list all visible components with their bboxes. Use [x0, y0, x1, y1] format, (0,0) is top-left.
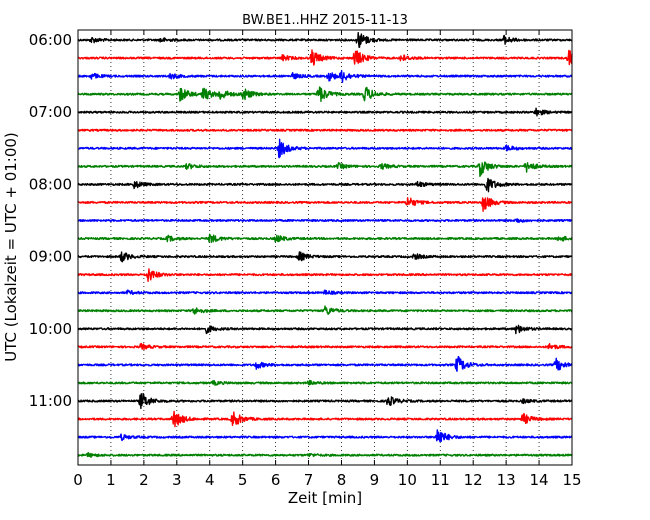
seismic-trace [77, 305, 573, 316]
seismic-trace [77, 138, 573, 159]
x-tick-label: 0 [73, 471, 83, 489]
x-tick-label: 12 [464, 471, 483, 489]
x-tick-label: 9 [370, 471, 380, 489]
seismic-trace [77, 410, 573, 428]
seismic-trace [77, 429, 573, 443]
y-tick-label: 07:00 [29, 103, 72, 121]
traces [77, 32, 573, 458]
x-tick-label: 2 [139, 471, 149, 489]
y-tick-label: 08:00 [29, 175, 72, 193]
seismic-trace [77, 69, 573, 83]
x-tick-label: 15 [562, 471, 581, 489]
x-axis-label: Zeit [min] [288, 489, 362, 507]
seismic-trace [77, 355, 573, 372]
y-axis-label: UTC (Lokalzeit = UTC + 01:00) [2, 132, 20, 362]
seismic-trace [77, 177, 573, 193]
seismic-trace [77, 268, 573, 282]
x-tick-label: 14 [530, 471, 549, 489]
seismic-trace [77, 218, 573, 224]
x-tick-label: 5 [238, 471, 248, 489]
y-axis-ticks: 06:00 07:00 08:00 09:00 10:00 11:00 [29, 31, 572, 410]
y-tick-label: 11:00 [29, 392, 72, 410]
plot-frame [77, 29, 573, 466]
y-tick-label: 06:00 [29, 31, 72, 49]
x-tick-label: 13 [497, 471, 516, 489]
y-tick-label: 09:00 [29, 248, 72, 266]
seismic-trace [77, 86, 573, 103]
seismic-trace [77, 32, 573, 49]
seismic-trace [77, 251, 573, 263]
x-tick-label: 6 [271, 471, 281, 489]
seismic-trace [77, 392, 573, 410]
seismic-trace [77, 452, 573, 458]
seismic-trace [77, 379, 573, 386]
seismic-trace [77, 342, 573, 351]
x-tick-label: 10 [398, 471, 417, 489]
seismic-trace [77, 197, 573, 212]
x-tick-label: 8 [337, 471, 347, 489]
x-tick-label: 4 [205, 471, 215, 489]
x-tick-label: 7 [304, 471, 314, 489]
chart-title: BW.BE1..HHZ 2015-11-13 [242, 13, 408, 28]
seismic-trace [77, 233, 573, 243]
seismic-trace [77, 128, 573, 132]
x-tick-label: 11 [431, 471, 450, 489]
x-axis-ticks: 0 1 2 3 4 5 6 7 8 9 10 11 12 13 14 15 [73, 30, 582, 489]
seismic-trace [77, 49, 573, 66]
x-tick-label: 3 [172, 471, 182, 489]
x-tick-label: 1 [106, 471, 116, 489]
seismic-trace [77, 289, 573, 296]
seismic-trace [77, 161, 573, 178]
grid [110, 30, 540, 465]
y-tick-label: 10:00 [29, 320, 72, 338]
seismic-trace [77, 107, 573, 117]
seismic-trace [77, 324, 573, 335]
